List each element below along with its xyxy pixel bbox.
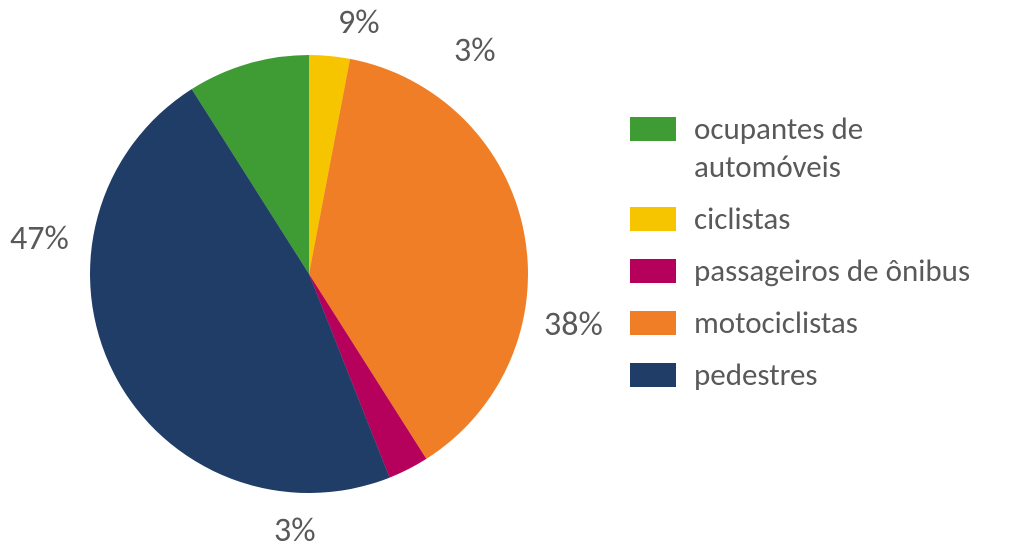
- legend-label-motociclistas: motociclistas: [694, 304, 858, 342]
- pct-label-passageiros: 3%: [274, 510, 316, 551]
- legend-label-ciclistas: ciclistas: [694, 200, 790, 238]
- legend: ocupantes de automóveis ciclistas passagei…: [630, 110, 990, 408]
- legend-swatch-ciclistas: [630, 207, 676, 231]
- pct-label-ocupantes: 9%: [338, 2, 380, 43]
- pct-label-pedestres: 47%: [10, 218, 69, 259]
- legend-swatch-ocupantes: [630, 117, 676, 141]
- legend-swatch-pedestres: [630, 363, 676, 387]
- pct-label-motociclistas: 38%: [544, 304, 603, 345]
- pie-svg: [90, 55, 528, 493]
- legend-item-passageiros: passageiros de ônibus: [630, 252, 990, 290]
- legend-item-motociclistas: motociclistas: [630, 304, 990, 342]
- legend-item-ciclistas: ciclistas: [630, 200, 990, 238]
- legend-swatch-motociclistas: [630, 311, 676, 335]
- legend-label-ocupantes: ocupantes de automóveis: [694, 110, 974, 186]
- pie-area: 9% 3% 38% 3% 47%: [0, 0, 620, 557]
- pct-label-ciclistas: 3%: [454, 30, 496, 71]
- legend-swatch-passageiros: [630, 259, 676, 283]
- legend-item-pedestres: pedestres: [630, 356, 990, 394]
- legend-label-pedestres: pedestres: [694, 356, 818, 394]
- pie-chart-container: 9% 3% 38% 3% 47% ocupantes de automóveis cicl…: [0, 0, 1019, 557]
- legend-item-ocupantes: ocupantes de automóveis: [630, 110, 990, 186]
- legend-label-passageiros: passageiros de ônibus: [694, 252, 970, 290]
